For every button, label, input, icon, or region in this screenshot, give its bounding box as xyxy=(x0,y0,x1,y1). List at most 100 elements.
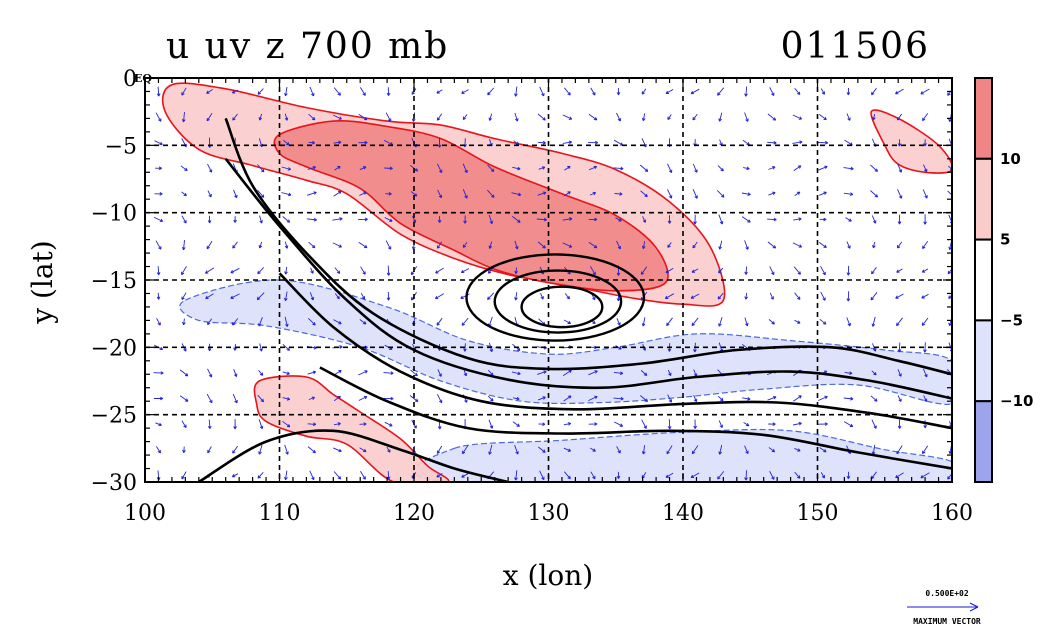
wind-vector xyxy=(587,140,599,145)
wind-vector xyxy=(462,189,468,199)
wind-vector xyxy=(767,140,777,145)
vector-key: 0.500E+02 MAXIMUM VECTOR xyxy=(907,589,981,626)
wind-vector xyxy=(156,446,161,454)
wind-vector xyxy=(923,164,928,173)
chart-title: u uv z 700 mb xyxy=(166,26,449,67)
wind-vector xyxy=(793,165,802,171)
wind-vector xyxy=(386,87,391,96)
wind-vector xyxy=(613,371,624,376)
wind-vector xyxy=(871,370,877,376)
wind-vector xyxy=(512,216,521,223)
wind-vector xyxy=(717,87,725,96)
wind-vector xyxy=(358,241,368,249)
y-tick-label: −20 xyxy=(91,336,137,361)
wind-vector xyxy=(767,241,777,249)
wind-vector xyxy=(207,419,212,429)
wind-vector xyxy=(792,114,803,120)
wind-vector xyxy=(182,318,186,326)
wind-vector xyxy=(717,471,725,480)
wind-vector xyxy=(897,342,902,353)
wind-vector xyxy=(205,267,215,274)
wind-vector xyxy=(155,112,162,122)
wind-vector xyxy=(742,396,751,401)
wind-vector xyxy=(233,189,238,199)
wind-vector xyxy=(462,114,468,121)
wind-vector xyxy=(640,370,648,376)
wind-vector xyxy=(871,316,876,327)
wind-vector xyxy=(155,166,162,171)
wind-vector xyxy=(487,292,495,301)
wind-vector xyxy=(461,445,469,455)
wind-vector xyxy=(588,113,598,121)
positive-u-region xyxy=(870,109,952,174)
wind-vector xyxy=(309,292,315,301)
wind-vector xyxy=(233,419,237,430)
wind-vector xyxy=(664,293,675,300)
wind-vector xyxy=(488,419,494,429)
wind-vector xyxy=(181,87,187,96)
wind-vector xyxy=(692,113,698,121)
wind-vector xyxy=(386,265,391,276)
wind-vector xyxy=(257,394,265,403)
chart-date-label: 011506 xyxy=(781,26,930,67)
wind-vector xyxy=(693,419,697,429)
wind-vector xyxy=(895,293,904,299)
wind-vector xyxy=(540,293,544,300)
wind-vector xyxy=(819,191,827,196)
wind-vector xyxy=(385,240,392,250)
wind-vector xyxy=(256,292,265,301)
wind-vector xyxy=(282,397,291,401)
wind-vector xyxy=(717,165,724,172)
wind-vector xyxy=(845,217,852,222)
wind-vector xyxy=(206,240,213,250)
wind-vector xyxy=(206,89,213,94)
y-tick-label: −5 xyxy=(105,134,137,159)
wind-vector xyxy=(691,445,699,455)
wind-vector xyxy=(667,189,673,199)
wind-vector xyxy=(793,266,801,275)
wind-vector xyxy=(206,393,213,404)
wind-vector xyxy=(384,166,393,171)
wind-vector xyxy=(741,216,751,223)
wind-vector xyxy=(153,371,164,375)
wind-vector xyxy=(741,192,751,196)
wind-vector xyxy=(487,395,494,402)
wind-vector xyxy=(257,88,264,95)
wind-vector xyxy=(436,317,443,326)
wind-vector xyxy=(793,421,802,426)
wind-vector xyxy=(743,422,750,427)
wind-vector xyxy=(716,190,725,198)
wind-vector xyxy=(718,317,723,327)
x-tick-label: 140 xyxy=(662,501,704,526)
wind-vector xyxy=(232,113,238,121)
y-tick-label: 0 xyxy=(123,67,137,92)
wind-vector xyxy=(538,422,546,427)
vector-key-arrowhead-icon xyxy=(969,602,979,612)
wind-vector xyxy=(718,267,724,274)
wind-vector xyxy=(846,471,851,480)
wind-vector xyxy=(514,112,519,122)
wind-vector xyxy=(385,192,392,196)
wind-vector xyxy=(665,472,674,478)
wind-vector xyxy=(615,217,622,222)
wind-vector xyxy=(590,266,596,276)
wind-vector xyxy=(332,242,342,248)
wind-vector xyxy=(641,88,647,95)
x-tick-label: 150 xyxy=(797,501,839,526)
wind-vector xyxy=(846,241,851,249)
wind-vector xyxy=(563,422,572,426)
wind-vector xyxy=(691,317,699,327)
wind-vector xyxy=(333,422,341,426)
wind-vector xyxy=(562,369,572,376)
wind-vector xyxy=(690,293,700,299)
wind-vector xyxy=(333,87,341,96)
wind-vector xyxy=(537,113,546,121)
wind-vector xyxy=(511,192,522,197)
wind-vector xyxy=(308,396,316,401)
wind-vector xyxy=(590,87,596,96)
wind-vector xyxy=(846,317,851,327)
positive-u-region xyxy=(273,120,669,292)
wind-vector xyxy=(333,471,342,480)
wind-vector xyxy=(514,86,518,97)
wind-vector xyxy=(923,342,927,353)
